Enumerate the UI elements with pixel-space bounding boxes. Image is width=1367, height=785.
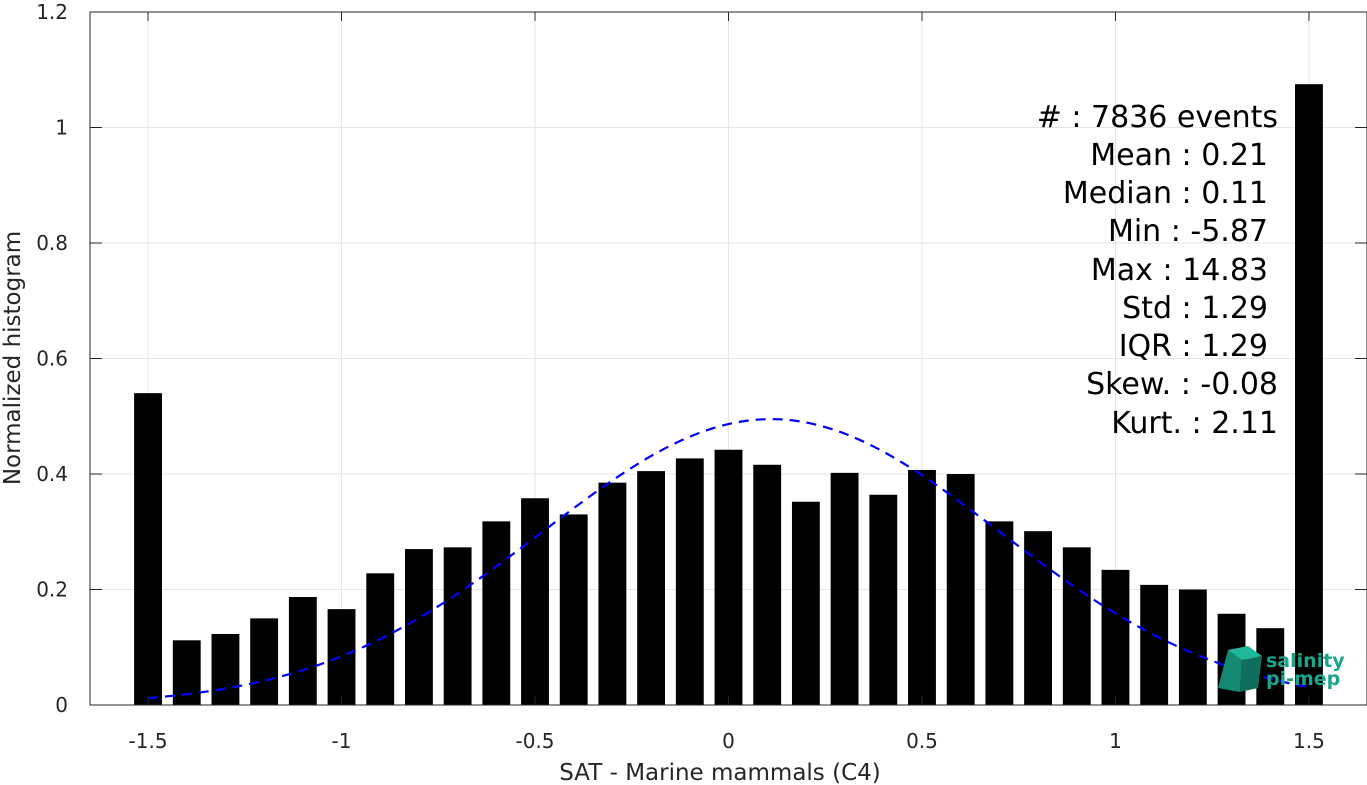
histogram-bar (830, 472, 859, 705)
histogram-bar (1062, 547, 1091, 705)
x-tick-label: 0 (722, 729, 735, 753)
histogram-bar (791, 501, 820, 705)
stat-skew: Skew. : -0.08 (1086, 367, 1278, 402)
histogram-bar (443, 547, 472, 705)
x-tick-label: -1 (332, 729, 352, 753)
statistics-annotation: # : 7836 events Mean : 0.21 Median : 0.1… (1037, 100, 1278, 441)
y-tick-label: 0.2 (36, 578, 68, 602)
y-tick-label: 0.6 (36, 347, 68, 371)
histogram-bar (327, 609, 356, 705)
stat-min: Min : -5.87 (1108, 214, 1268, 249)
x-tick-label: 1 (1109, 729, 1122, 753)
histogram-bar (1140, 584, 1169, 705)
x-tick-label: -1.5 (129, 729, 168, 753)
x-tick-label: 0.5 (906, 729, 938, 753)
y-tick-label: 0.4 (36, 462, 68, 486)
histogram-bars (134, 84, 1323, 705)
histogram-bar (753, 464, 782, 705)
histogram-bar (134, 393, 162, 705)
x-tick-label: -0.5 (515, 729, 554, 753)
histogram-bar (521, 498, 549, 705)
histogram-bar (1295, 84, 1323, 705)
stat-max: Max : 14.83 (1091, 253, 1268, 288)
histogram-bar (1178, 589, 1207, 705)
axis-ticks (90, 11, 1367, 706)
salinity-pimep-logo: salinity pi-mep (1218, 646, 1345, 692)
histogram-bar (288, 597, 317, 705)
histogram-bar (250, 618, 279, 705)
y-axis-label: Normalized histogram (0, 231, 26, 485)
histogram-bar (946, 474, 975, 705)
histogram-bar (598, 482, 627, 705)
stat-median: Median : 0.11 (1063, 176, 1268, 211)
histogram-bar (482, 521, 511, 705)
logo-line1: salinity (1266, 650, 1345, 672)
histogram-bar (908, 469, 936, 705)
normal-fit-curve (147, 418, 1310, 700)
histogram-bar (211, 633, 240, 705)
logo-cube-icon (1218, 646, 1262, 692)
histogram-bar (1101, 569, 1130, 705)
y-tick-label: 0.8 (36, 231, 68, 255)
histogram-bar (985, 521, 1014, 705)
stat-std: Std : 1.29 (1122, 291, 1268, 326)
histogram-bar (1256, 628, 1285, 705)
histogram-bar (714, 449, 743, 705)
stat-events: # : 7836 events (1037, 100, 1278, 135)
histogram-bar (637, 471, 666, 705)
logo-line2: pi-mep (1266, 668, 1340, 690)
histogram-bar (559, 514, 588, 705)
histogram-bar (869, 494, 898, 705)
x-tick-label: 1.5 (1293, 729, 1325, 753)
y-tick-label: 1.2 (36, 0, 68, 24)
histogram-bar (675, 458, 704, 705)
x-axis-label: SAT - Marine mammals (C4) (559, 760, 881, 785)
stat-iqr: IQR : 1.29 (1119, 329, 1268, 364)
x-tick-labels: -1.5 -1 -0.5 0 0.5 1 1.5 (129, 729, 1325, 753)
stat-mean: Mean : 0.21 (1090, 138, 1268, 173)
stat-kurt: Kurt. : 2.11 (1111, 406, 1278, 441)
y-tick-label: 1 (55, 116, 68, 140)
histogram-bar (1024, 531, 1053, 705)
y-tick-label: 0 (55, 693, 68, 717)
y-tick-labels: 0 0.2 0.4 0.6 0.8 1 1.2 (36, 0, 68, 717)
histogram-bar (172, 640, 201, 705)
histogram-bar (404, 549, 433, 705)
